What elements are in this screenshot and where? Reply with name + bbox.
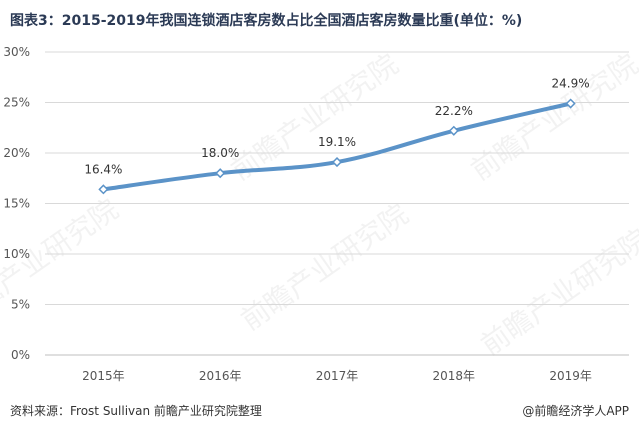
data-point-marker <box>565 98 576 109</box>
chart-title: 图表3：2015-2019年我国连锁酒店客房数占比全国酒店客房数量比重(单位：%… <box>10 13 523 29</box>
data-point-marker <box>98 184 109 195</box>
y-tick-label: 15% <box>3 197 30 211</box>
y-tick-label: 20% <box>3 146 30 160</box>
data-label: 19.1% <box>318 135 356 149</box>
x-tick-label: 2015年 <box>82 369 125 383</box>
data-point-marker <box>331 157 343 168</box>
y-tick-label: 0% <box>11 348 30 362</box>
data-label: 16.4% <box>84 162 122 176</box>
y-tick-label: 5% <box>11 298 30 312</box>
x-tick-label: 2017年 <box>316 369 359 383</box>
footer: 资料来源：Frost Sullivan 前瞻产业研究院整理 @前瞻经济学人APP <box>0 399 639 421</box>
data-label: 18.0% <box>201 146 239 160</box>
y-tick-label: 10% <box>3 247 30 261</box>
watermark-text: 前瞻产业研究院 <box>475 222 639 361</box>
data-point-marker <box>448 125 459 136</box>
watermark-text: 前瞻产业研究院 <box>465 47 639 186</box>
x-tick-label: 2016年 <box>199 369 242 383</box>
y-tick-label: 30% <box>3 45 30 59</box>
watermark-text: 前瞻产业研究院 <box>235 197 414 336</box>
x-tick-label: 2019年 <box>549 369 592 383</box>
source-note: 资料来源：Frost Sullivan 前瞻产业研究院整理 <box>10 404 262 418</box>
y-tick-label: 25% <box>3 96 30 110</box>
x-tick-label: 2018年 <box>433 369 476 383</box>
data-point-marker <box>215 168 226 179</box>
data-label: 22.2% <box>435 104 473 118</box>
data-label: 24.9% <box>552 77 590 91</box>
brand-label: @前瞻经济学人APP <box>522 404 629 418</box>
